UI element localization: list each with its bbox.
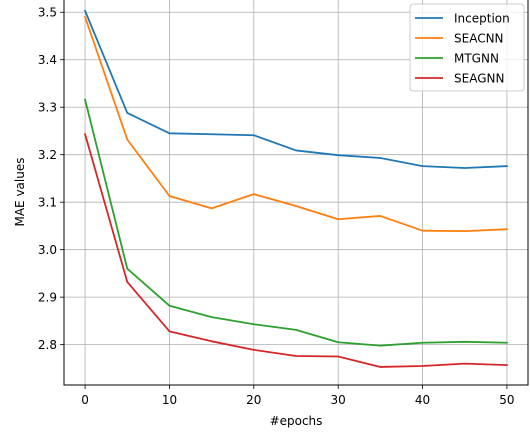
y-tick-label: 2.8 (38, 338, 57, 352)
x-tick-label: 50 (499, 393, 514, 407)
series-lines (83, 9, 508, 368)
axis-ticks: 0 10 20 30 40 50 2.8 2.9 3.0 3.1 3.2 3.3 3.4 3.5 (38, 6, 515, 407)
legend: Inception SEACNN MTGNN SEAGNN (409, 3, 525, 92)
x-tick-label: 20 (246, 393, 261, 407)
y-tick-label: 3.2 (38, 148, 57, 162)
legend-label-seacnn: SEACNN (454, 32, 504, 46)
x-tick-label: 30 (331, 393, 346, 407)
legend-label-mtgnn: MTGNN (454, 52, 499, 66)
y-tick-label: 3.1 (38, 196, 57, 210)
y-tick-label: 3.4 (38, 53, 57, 67)
x-axis-label: #epochs (270, 414, 323, 428)
x-tick-label: 10 (162, 393, 177, 407)
series-line-seacnn (83, 15, 508, 233)
y-tick-label: 3.0 (38, 243, 57, 257)
y-tick-label: 2.9 (38, 291, 57, 305)
legend-box (409, 3, 525, 92)
y-tick-label: 3.3 (38, 101, 57, 115)
plot-frame (63, 0, 529, 386)
x-tick-label: 0 (81, 393, 89, 407)
y-tick-label: 3.5 (38, 6, 57, 20)
legend-label-seagnn: SEAGNN (454, 72, 504, 86)
legend-label-inception: Inception (454, 12, 510, 26)
x-tick-label: 40 (415, 393, 430, 407)
y-axis-label: MAE values (13, 158, 27, 227)
series-line-inception (83, 9, 508, 169)
series-line-seagnn (83, 133, 508, 368)
series-line-mtgnn (83, 98, 508, 347)
